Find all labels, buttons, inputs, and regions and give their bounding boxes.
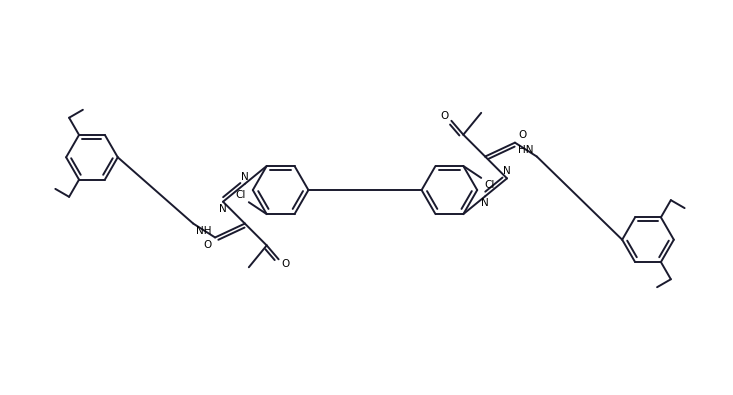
Text: O: O: [519, 130, 527, 140]
Text: Cl: Cl: [484, 180, 494, 190]
Text: N: N: [219, 204, 227, 214]
Text: N: N: [482, 198, 489, 208]
Text: NH: NH: [196, 226, 212, 235]
Text: Cl: Cl: [236, 190, 246, 200]
Text: O: O: [203, 241, 211, 250]
Text: N: N: [503, 166, 511, 177]
Text: N: N: [241, 172, 248, 182]
Text: O: O: [441, 111, 449, 121]
Text: O: O: [281, 259, 290, 269]
Text: HN: HN: [518, 145, 534, 154]
